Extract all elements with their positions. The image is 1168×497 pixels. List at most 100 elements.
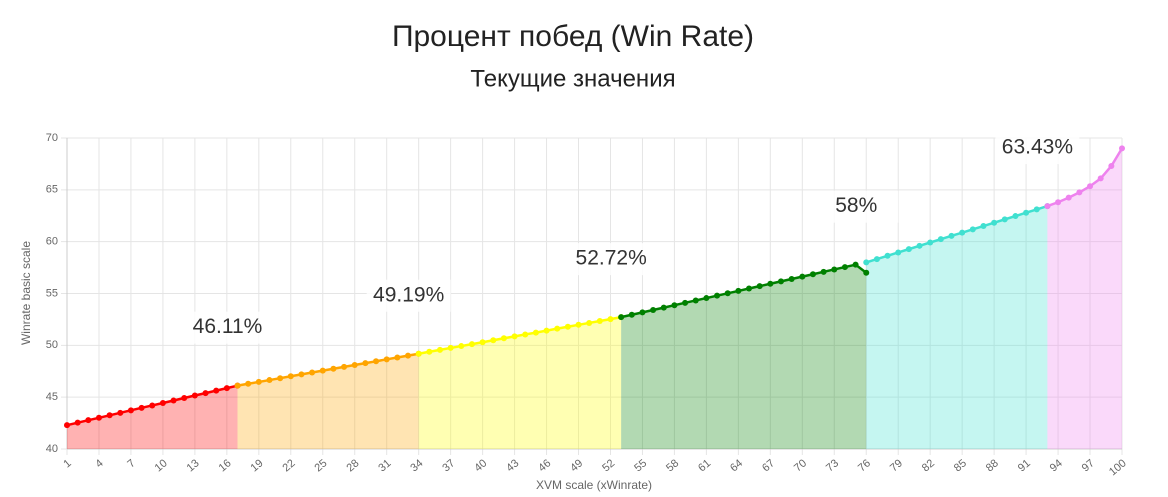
x-tick-label: 1: [61, 457, 73, 470]
x-tick-label: 43: [504, 457, 521, 474]
point: [95, 414, 102, 421]
point: [1001, 216, 1008, 223]
x-tick-label: 49: [568, 457, 585, 474]
label-box: [814, 190, 899, 223]
point: [255, 378, 262, 385]
label-box: [185, 311, 270, 344]
x-tick-label: 52: [600, 457, 617, 474]
point: [277, 375, 284, 382]
point: [959, 229, 966, 236]
point: [980, 223, 987, 230]
point: [1119, 145, 1125, 152]
area: [1047, 148, 1122, 449]
y-tick-label: 50: [46, 339, 58, 351]
point: [266, 377, 273, 384]
point: [362, 360, 369, 367]
point: [64, 422, 70, 429]
point: [351, 362, 358, 369]
point: [639, 309, 646, 316]
point: [309, 369, 316, 376]
point: [788, 275, 795, 282]
point: [895, 249, 902, 256]
point: [724, 290, 731, 297]
label-box: [569, 243, 654, 276]
x-tick-label: 79: [888, 457, 905, 474]
lines: [64, 145, 1125, 429]
point: [330, 365, 337, 372]
x-tick-label: 58: [664, 457, 681, 474]
x-tick-label: 34: [408, 457, 425, 474]
x-tick-label: 73: [824, 457, 841, 474]
chart-subtitle: Текущие значения: [470, 65, 675, 92]
data-label: 46.11%: [193, 315, 263, 338]
point: [937, 236, 944, 243]
point: [916, 242, 923, 249]
point: [181, 394, 188, 401]
point: [202, 390, 209, 397]
y-tick-label: 55: [46, 287, 58, 299]
y-tick-label: 65: [46, 184, 58, 196]
point: [298, 371, 305, 378]
area: [67, 385, 238, 449]
point: [319, 367, 326, 374]
point: [991, 219, 998, 226]
point: [213, 387, 220, 394]
label-box: [366, 279, 451, 312]
point: [511, 333, 518, 340]
point: [650, 306, 657, 313]
point: [1055, 199, 1062, 206]
point: [671, 302, 678, 309]
x-tick-label: 94: [1048, 457, 1065, 474]
x-tick-label: 25: [312, 457, 329, 474]
x-tick-label: 70: [792, 457, 809, 474]
chart-title: Процент побед (Win Rate): [392, 20, 754, 53]
point: [500, 335, 507, 342]
x-tick-label: 13: [185, 457, 202, 474]
point: [245, 380, 252, 387]
point: [820, 268, 827, 275]
x-tick-label: 19: [249, 457, 266, 474]
data-label: 58%: [835, 194, 877, 217]
point: [863, 269, 870, 276]
x-tick-label: 16: [217, 457, 234, 474]
point: [522, 331, 529, 338]
point: [138, 404, 145, 411]
point: [426, 348, 433, 355]
y-axis-title: Winrate basic scale: [19, 241, 33, 345]
point: [149, 402, 156, 409]
x-tick-label: 91: [1016, 457, 1033, 474]
point: [607, 316, 614, 323]
point: [191, 392, 198, 399]
x-tick-label: 28: [344, 457, 361, 474]
x-tick-label: 61: [696, 457, 713, 474]
point: [287, 373, 294, 380]
x-tick-label: 97: [1080, 457, 1097, 474]
point: [1097, 175, 1104, 182]
point: [628, 311, 635, 318]
point: [1044, 203, 1051, 210]
point: [831, 266, 838, 273]
point: [767, 280, 774, 287]
point: [575, 321, 582, 328]
x-tick-label: 37: [440, 457, 457, 474]
point: [74, 419, 81, 426]
x-tick-label: 22: [280, 457, 297, 474]
x-tick-label: 55: [632, 457, 649, 474]
point: [1087, 183, 1094, 190]
point: [841, 264, 848, 271]
point: [756, 283, 763, 290]
point: [799, 273, 806, 280]
point: [777, 278, 784, 285]
point: [1023, 209, 1030, 216]
point: [863, 259, 870, 266]
point: [618, 314, 625, 321]
point: [341, 363, 348, 370]
area: [418, 317, 622, 449]
point: [127, 407, 134, 414]
x-tick-label: 46: [536, 457, 553, 474]
y-tick-label: 45: [46, 391, 58, 403]
point: [586, 319, 593, 326]
point: [714, 292, 721, 299]
point: [1065, 194, 1072, 201]
point: [458, 343, 465, 350]
